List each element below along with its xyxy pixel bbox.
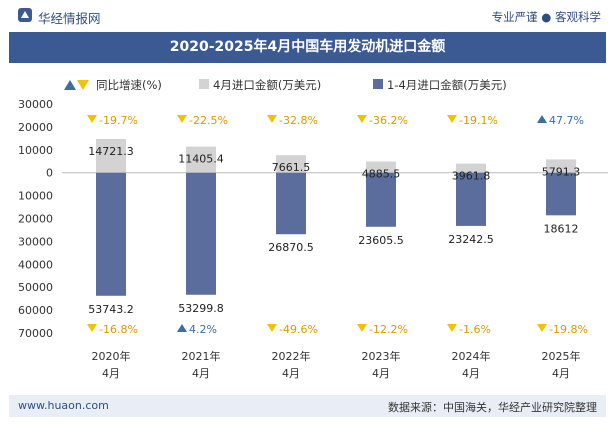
y-tick-label: 70000 xyxy=(18,327,53,340)
cumulative-growth-label: -1.6% xyxy=(459,323,491,336)
x-tick-label: 2022年 4月 xyxy=(272,349,311,380)
y-tick-label: 10000 xyxy=(18,190,53,203)
footer: www.huaon.com 数据来源：中国海关，华经产业研究院整理 xyxy=(9,395,606,417)
cumulative-bar xyxy=(366,172,396,227)
down-triangle-icon xyxy=(267,115,277,123)
april-growth-label: 47.7% xyxy=(549,114,584,127)
bars xyxy=(96,138,576,296)
cumulative-value-label: 26870.5 xyxy=(268,241,314,254)
down-triangle-icon xyxy=(357,115,367,123)
down-triangle-icon xyxy=(177,115,187,123)
y-tick-label: 60000 xyxy=(18,304,53,317)
cumulative-bar xyxy=(186,172,216,295)
legend-growth: 同比增速(%) xyxy=(96,78,162,92)
legend-cumulative-swatch xyxy=(373,79,383,89)
cumulative-value-label: 23242.5 xyxy=(448,233,494,246)
cumulative-bar xyxy=(276,172,306,235)
legend-cumulative: 1-4月进口金额(万美元) xyxy=(387,78,507,92)
april-bar xyxy=(276,155,306,173)
cumulative-growth-label: 4.2% xyxy=(189,323,217,336)
y-tick-label: 50000 xyxy=(18,281,53,294)
y-tick-label: 0 xyxy=(46,167,53,180)
down-triangle-icon xyxy=(357,324,367,332)
y-axis: 30000 20000 10000 0 10000 20000 30000 40000 5000… xyxy=(18,98,608,340)
slogan: 专业严谨 ● 客观科学 xyxy=(491,10,601,24)
april-value-label: 5791.3 xyxy=(542,165,581,178)
april-growth-label: -19.7% xyxy=(99,114,138,127)
down-triangle-icon xyxy=(447,324,457,332)
y-tick-label: 20000 xyxy=(18,213,53,226)
chart: 同比增速(%) 4月进口金额(万美元) 1-4月进口金额(万美元) 30000 200… xyxy=(18,78,608,380)
legend-april: 4月进口金额(万美元) xyxy=(213,78,321,92)
title-bar: 2020-2025年4月中国车用发动机进口金额 xyxy=(9,32,606,63)
down-triangle-icon xyxy=(87,115,97,123)
april-value-label: 7661.5 xyxy=(272,161,311,174)
y-tick-label: 30000 xyxy=(18,98,53,111)
huajing-logo-icon xyxy=(18,8,32,22)
legend-up-triangle-icon xyxy=(64,80,76,90)
april-bar xyxy=(546,159,576,173)
y-tick-label: 20000 xyxy=(18,121,53,134)
april-bar xyxy=(96,138,126,173)
down-triangle-icon xyxy=(537,324,547,332)
site-name: 华经情报网 xyxy=(38,11,101,26)
down-triangle-icon xyxy=(447,115,457,123)
up-triangle-icon xyxy=(537,115,547,123)
website-link[interactable]: www.huaon.com xyxy=(18,399,109,412)
april-bar xyxy=(186,146,216,173)
x-tick-label: 2025年 4月 xyxy=(542,349,581,380)
cumulative-growth-label: -19.8% xyxy=(549,323,588,336)
april-bar xyxy=(366,161,396,173)
april-growth-label: -19.1% xyxy=(459,114,498,127)
cumulative-growth-label: -16.8% xyxy=(99,323,138,336)
x-tick-label: 2020年 4月 xyxy=(92,349,131,380)
up-triangle-icon xyxy=(177,324,187,332)
cumulative-bar xyxy=(96,172,126,296)
april-growth-label: -32.8% xyxy=(279,114,318,127)
april-growth-label: -22.5% xyxy=(189,114,228,127)
x-axis: 2020年 4月 2021年 4月 2022年 4月 2023年 4月 2024年 4月 2025年… xyxy=(92,349,581,380)
cumulative-bar xyxy=(456,172,486,226)
legend: 同比增速(%) 4月进口金额(万美元) 1-4月进口金额(万美元) xyxy=(64,78,507,92)
y-tick-label: 40000 xyxy=(18,258,53,271)
april-growth-label: -36.2% xyxy=(369,114,408,127)
down-triangle-icon xyxy=(267,324,277,332)
value-labels: 14721.3 53743.2 11405.4 53299.8 7661.5 26870.… xyxy=(88,145,580,316)
top-bar: 华经情报网 专业严谨 ● 客观科学 xyxy=(0,0,615,32)
cumulative-value-label: 53299.8 xyxy=(178,302,224,315)
cumulative-value-label: 18612 xyxy=(544,222,579,235)
april-value-label: 4885.5 xyxy=(362,168,401,181)
x-tick-label: 2023年 4月 xyxy=(362,349,401,380)
april-value-label: 3961.8 xyxy=(452,170,491,183)
data-source: 数据来源：中国海关，华经产业研究院整理 xyxy=(388,401,597,414)
legend-down-triangle-icon xyxy=(77,80,89,90)
y-tick-label: 10000 xyxy=(18,144,53,157)
april-value-label: 14721.3 xyxy=(88,145,134,158)
x-tick-label: 2024年 4月 xyxy=(452,349,491,380)
x-tick-label: 2021年 4月 xyxy=(182,349,221,380)
cumulative-bar xyxy=(546,172,576,216)
cumulative-growth-label: -12.2% xyxy=(369,323,408,336)
legend-april-swatch xyxy=(199,79,209,89)
y-tick-label: 30000 xyxy=(18,235,53,248)
april-value-label: 11405.4 xyxy=(178,153,224,166)
cumulative-value-label: 23605.5 xyxy=(358,234,404,247)
chart-title: 2020-2025年4月中国车用发动机进口金额 xyxy=(169,39,446,55)
april-bar xyxy=(456,163,486,173)
growth-labels: -19.7% -22.5% -32.8% -36.2% -19.1% 47.7% -16.8… xyxy=(87,114,588,336)
down-triangle-icon xyxy=(87,324,97,332)
cumulative-growth-label: -49.6% xyxy=(279,323,318,336)
cumulative-value-label: 53743.2 xyxy=(88,303,134,316)
